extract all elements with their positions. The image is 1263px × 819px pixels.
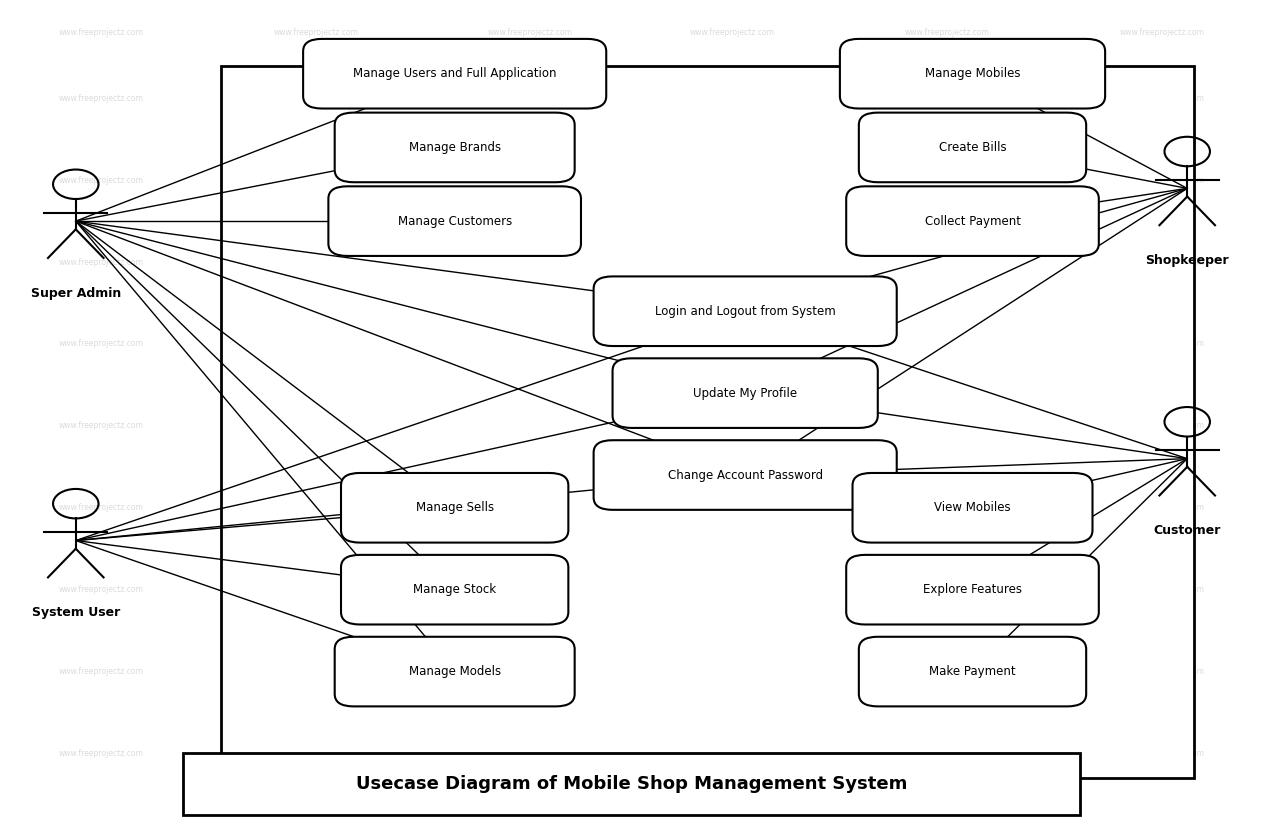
Text: www.freeprojectz.com: www.freeprojectz.com	[1119, 586, 1205, 594]
Text: Login and Logout from System: Login and Logout from System	[654, 305, 836, 318]
Text: www.freeprojectz.com: www.freeprojectz.com	[904, 340, 990, 348]
Text: View Mobiles: View Mobiles	[935, 501, 1010, 514]
Text: www.freeprojectz.com: www.freeprojectz.com	[273, 667, 359, 676]
Text: www.freeprojectz.com: www.freeprojectz.com	[690, 749, 775, 758]
Text: Customer: Customer	[1153, 524, 1221, 537]
Text: www.freeprojectz.com: www.freeprojectz.com	[488, 504, 573, 512]
Text: Super Admin: Super Admin	[30, 287, 121, 300]
Text: www.freeprojectz.com: www.freeprojectz.com	[1119, 258, 1205, 266]
Text: www.freeprojectz.com: www.freeprojectz.com	[58, 504, 144, 512]
Text: www.freeprojectz.com: www.freeprojectz.com	[690, 504, 775, 512]
Text: Manage Sells: Manage Sells	[416, 501, 494, 514]
FancyBboxPatch shape	[183, 753, 1080, 815]
FancyBboxPatch shape	[341, 473, 568, 543]
Text: www.freeprojectz.com: www.freeprojectz.com	[58, 340, 144, 348]
Text: www.freeprojectz.com: www.freeprojectz.com	[904, 258, 990, 266]
Text: www.freeprojectz.com: www.freeprojectz.com	[690, 340, 775, 348]
Text: www.freeprojectz.com: www.freeprojectz.com	[488, 422, 573, 430]
Text: www.freeprojectz.com: www.freeprojectz.com	[58, 667, 144, 676]
Text: www.freeprojectz.com: www.freeprojectz.com	[1119, 422, 1205, 430]
Text: www.freeprojectz.com: www.freeprojectz.com	[1119, 176, 1205, 184]
Text: www.freeprojectz.com: www.freeprojectz.com	[58, 586, 144, 594]
Text: www.freeprojectz.com: www.freeprojectz.com	[1119, 29, 1205, 37]
Text: Usecase Diagram of Mobile Shop Management System: Usecase Diagram of Mobile Shop Managemen…	[356, 775, 907, 793]
Text: System User: System User	[32, 606, 120, 619]
Text: www.freeprojectz.com: www.freeprojectz.com	[1119, 94, 1205, 102]
Text: Manage Brands: Manage Brands	[409, 141, 500, 154]
Text: www.freeprojectz.com: www.freeprojectz.com	[58, 258, 144, 266]
Text: www.freeprojectz.com: www.freeprojectz.com	[273, 340, 359, 348]
Text: Update My Profile: Update My Profile	[693, 387, 797, 400]
FancyBboxPatch shape	[859, 637, 1086, 706]
Text: www.freeprojectz.com: www.freeprojectz.com	[1119, 667, 1205, 676]
Text: Manage Users and Full Application: Manage Users and Full Application	[352, 67, 557, 80]
Text: www.freeprojectz.com: www.freeprojectz.com	[904, 422, 990, 430]
Text: www.freeprojectz.com: www.freeprojectz.com	[904, 94, 990, 102]
Text: www.freeprojectz.com: www.freeprojectz.com	[273, 749, 359, 758]
Text: www.freeprojectz.com: www.freeprojectz.com	[58, 29, 144, 37]
Text: www.freeprojectz.com: www.freeprojectz.com	[690, 667, 775, 676]
Text: www.freeprojectz.com: www.freeprojectz.com	[690, 422, 775, 430]
Text: www.freeprojectz.com: www.freeprojectz.com	[904, 504, 990, 512]
FancyBboxPatch shape	[846, 555, 1099, 624]
Text: www.freeprojectz.com: www.freeprojectz.com	[488, 586, 573, 594]
Text: www.freeprojectz.com: www.freeprojectz.com	[488, 340, 573, 348]
Text: Explore Features: Explore Features	[923, 583, 1022, 596]
Text: www.freeprojectz.com: www.freeprojectz.com	[904, 749, 990, 758]
Text: www.freeprojectz.com: www.freeprojectz.com	[904, 586, 990, 594]
FancyBboxPatch shape	[335, 637, 575, 706]
FancyBboxPatch shape	[613, 359, 878, 428]
Text: www.freeprojectz.com: www.freeprojectz.com	[273, 504, 359, 512]
Text: www.freeprojectz.com: www.freeprojectz.com	[690, 586, 775, 594]
Text: www.freeprojectz.com: www.freeprojectz.com	[273, 258, 359, 266]
Text: www.freeprojectz.com: www.freeprojectz.com	[58, 422, 144, 430]
Text: Make Payment: Make Payment	[930, 665, 1015, 678]
Text: www.freeprojectz.com: www.freeprojectz.com	[690, 29, 775, 37]
Text: www.freeprojectz.com: www.freeprojectz.com	[488, 749, 573, 758]
Text: www.freeprojectz.com: www.freeprojectz.com	[488, 29, 573, 37]
FancyBboxPatch shape	[341, 555, 568, 624]
Text: www.freeprojectz.com: www.freeprojectz.com	[273, 94, 359, 102]
Text: www.freeprojectz.com: www.freeprojectz.com	[488, 667, 573, 676]
FancyBboxPatch shape	[335, 113, 575, 183]
Text: www.freeprojectz.com: www.freeprojectz.com	[904, 29, 990, 37]
Text: www.freeprojectz.com: www.freeprojectz.com	[58, 94, 144, 102]
Text: Create Bills: Create Bills	[938, 141, 1007, 154]
Text: www.freeprojectz.com: www.freeprojectz.com	[273, 586, 359, 594]
Text: www.freeprojectz.com: www.freeprojectz.com	[58, 749, 144, 758]
FancyBboxPatch shape	[328, 187, 581, 256]
Text: www.freeprojectz.com: www.freeprojectz.com	[690, 94, 775, 102]
Text: Collect Payment: Collect Payment	[925, 215, 1021, 228]
FancyBboxPatch shape	[594, 441, 897, 509]
FancyBboxPatch shape	[846, 187, 1099, 256]
Text: www.freeprojectz.com: www.freeprojectz.com	[904, 176, 990, 184]
Text: www.freeprojectz.com: www.freeprojectz.com	[273, 176, 359, 184]
Text: www.freeprojectz.com: www.freeprojectz.com	[488, 258, 573, 266]
FancyBboxPatch shape	[853, 473, 1092, 543]
Text: www.freeprojectz.com: www.freeprojectz.com	[1119, 749, 1205, 758]
FancyBboxPatch shape	[303, 38, 606, 108]
Bar	[221, 66, 1194, 778]
Text: www.freeprojectz.com: www.freeprojectz.com	[1119, 340, 1205, 348]
Text: Manage Stock: Manage Stock	[413, 583, 496, 596]
Text: Manage Customers: Manage Customers	[398, 215, 512, 228]
Text: Manage Mobiles: Manage Mobiles	[925, 67, 1021, 80]
Text: www.freeprojectz.com: www.freeprojectz.com	[273, 422, 359, 430]
Text: Change Account Password: Change Account Password	[668, 468, 822, 482]
Text: www.freeprojectz.com: www.freeprojectz.com	[904, 667, 990, 676]
Text: www.freeprojectz.com: www.freeprojectz.com	[690, 176, 775, 184]
FancyBboxPatch shape	[594, 277, 897, 346]
Text: www.freeprojectz.com: www.freeprojectz.com	[273, 29, 359, 37]
Text: Shopkeeper: Shopkeeper	[1146, 254, 1229, 267]
Text: www.freeprojectz.com: www.freeprojectz.com	[488, 94, 573, 102]
Text: www.freeprojectz.com: www.freeprojectz.com	[58, 176, 144, 184]
Text: www.freeprojectz.com: www.freeprojectz.com	[1119, 504, 1205, 512]
Text: www.freeprojectz.com: www.freeprojectz.com	[690, 258, 775, 266]
FancyBboxPatch shape	[859, 113, 1086, 183]
Text: Manage Models: Manage Models	[409, 665, 500, 678]
Text: www.freeprojectz.com: www.freeprojectz.com	[488, 176, 573, 184]
FancyBboxPatch shape	[840, 38, 1105, 108]
